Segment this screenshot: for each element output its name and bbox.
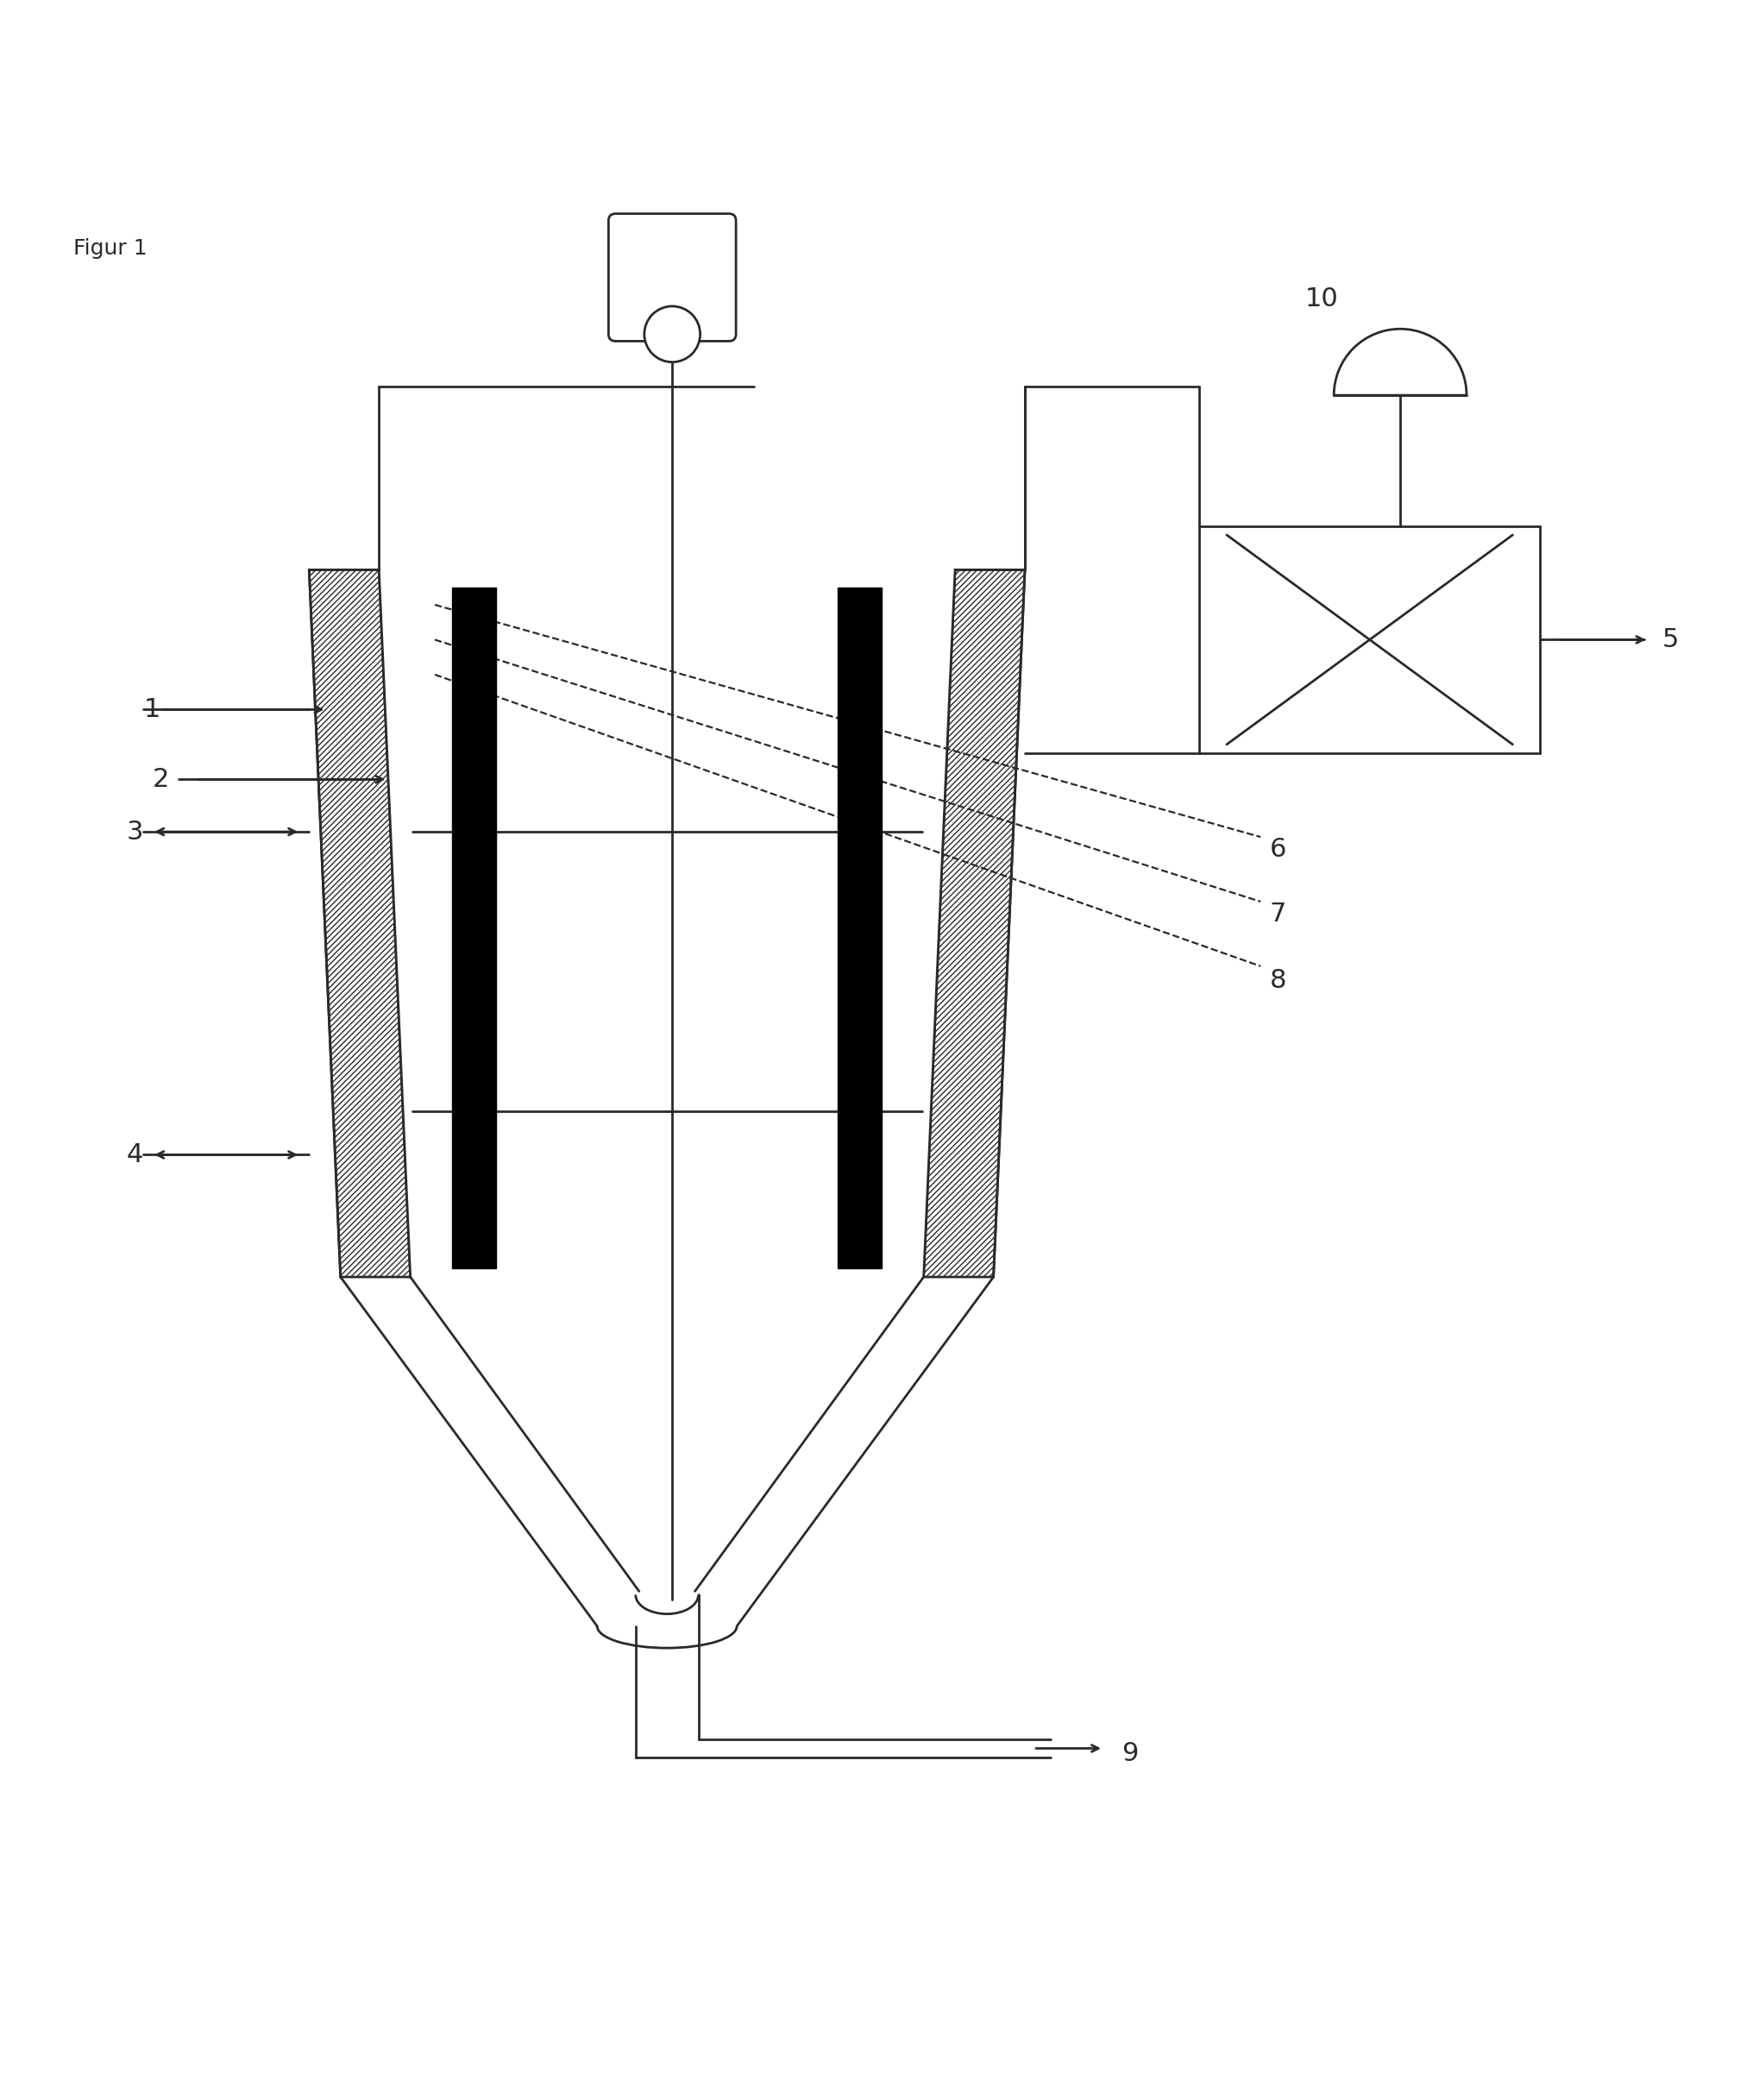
FancyBboxPatch shape <box>608 214 736 340</box>
Bar <box>452 588 496 1268</box>
Text: 5: 5 <box>1662 628 1679 653</box>
Wedge shape <box>1334 330 1467 395</box>
Circle shape <box>645 307 699 361</box>
Text: 9: 9 <box>1122 1741 1138 1766</box>
Polygon shape <box>309 569 410 1277</box>
Text: 7: 7 <box>1269 901 1287 926</box>
Text: 3: 3 <box>126 819 144 844</box>
Text: 4: 4 <box>126 1142 144 1168</box>
Text: 1: 1 <box>144 697 160 722</box>
Polygon shape <box>379 569 955 1277</box>
Text: 2: 2 <box>153 766 168 792</box>
Text: 10: 10 <box>1304 288 1338 311</box>
Text: Figur 1: Figur 1 <box>74 237 147 258</box>
Text: 6: 6 <box>1269 836 1287 861</box>
Polygon shape <box>924 569 1026 1277</box>
Text: 8: 8 <box>1269 968 1287 993</box>
Bar <box>838 588 882 1268</box>
